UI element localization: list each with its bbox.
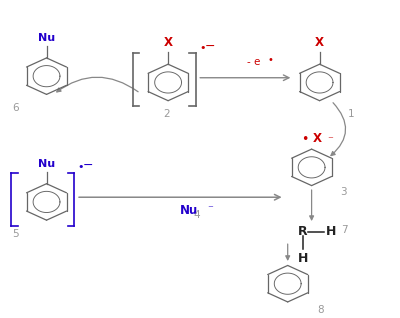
Text: •: • xyxy=(77,162,84,172)
Text: 1: 1 xyxy=(348,109,354,120)
Text: 4: 4 xyxy=(194,210,200,220)
Text: ⁻: ⁻ xyxy=(207,204,213,214)
Text: •: • xyxy=(199,43,205,52)
Text: 8: 8 xyxy=(317,305,324,315)
Text: H: H xyxy=(326,225,336,238)
Text: −: − xyxy=(204,39,215,52)
Text: X: X xyxy=(164,36,173,49)
FancyArrowPatch shape xyxy=(57,77,138,92)
Text: R: R xyxy=(298,225,308,238)
FancyArrowPatch shape xyxy=(331,103,346,156)
Text: - e: - e xyxy=(247,57,261,67)
Text: 2: 2 xyxy=(163,109,170,120)
Text: Nu: Nu xyxy=(180,204,198,217)
Text: ⁻: ⁻ xyxy=(327,135,333,145)
Text: −: − xyxy=(83,159,93,172)
Text: X: X xyxy=(312,132,322,145)
Text: Nu: Nu xyxy=(38,33,55,43)
Text: 7: 7 xyxy=(342,225,348,235)
Text: 5: 5 xyxy=(12,229,19,239)
Text: 6: 6 xyxy=(12,103,19,113)
Text: 3: 3 xyxy=(340,187,347,197)
Text: •: • xyxy=(268,54,274,65)
Text: H: H xyxy=(298,252,308,265)
Text: X: X xyxy=(315,36,324,49)
Text: Nu: Nu xyxy=(38,159,55,169)
Text: •: • xyxy=(301,133,308,146)
